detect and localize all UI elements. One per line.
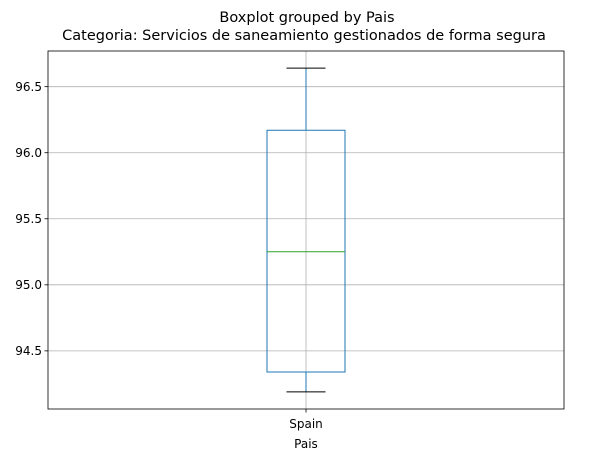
x-tick-label: Spain (289, 417, 323, 431)
chart-title: Categoria: Servicios de saneamiento gest… (62, 28, 546, 44)
x-axis: Spain (289, 409, 323, 431)
y-tick-label: 96.5 (15, 80, 42, 94)
chart-suptitle: Boxplot grouped by Pais (219, 10, 394, 26)
y-tick-label: 94.5 (15, 344, 42, 358)
y-tick-label: 95.5 (15, 212, 42, 226)
axes-frame (47, 50, 565, 410)
y-tick-label: 95.0 (15, 278, 42, 292)
y-tick-label: 96.0 (15, 146, 42, 160)
y-axis: 94.5 95.0 95.5 96.0 96.5 (15, 80, 48, 358)
x-axis-label: Pais (294, 437, 318, 451)
box-layer (266, 67, 346, 393)
box-iqr (266, 129, 346, 373)
